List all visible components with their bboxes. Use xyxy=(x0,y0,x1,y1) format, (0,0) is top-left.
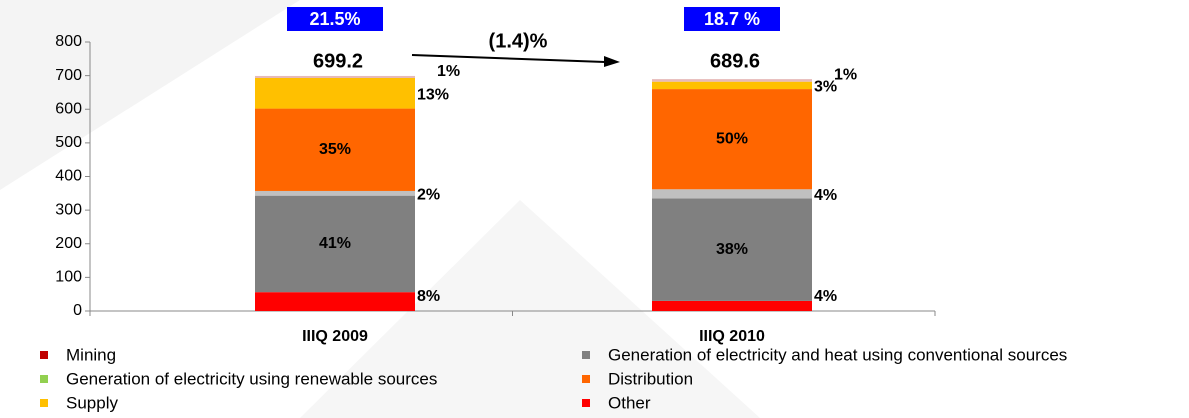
share-label: 35% xyxy=(319,141,351,158)
change-label: (1.4)% xyxy=(489,30,548,52)
legend-marker xyxy=(40,351,48,359)
y-tick-label: 600 xyxy=(55,100,82,117)
total-label: 699.2 xyxy=(313,50,363,72)
x-tick-label: IIIQ 2009 xyxy=(302,328,368,345)
total-label: 689.6 xyxy=(710,50,760,72)
x-tick-label: IIIQ 2010 xyxy=(699,328,765,345)
bar-segment xyxy=(255,190,415,196)
share-label: 13% xyxy=(417,86,449,103)
legend-label: Mining xyxy=(66,345,116,364)
bar-segment xyxy=(652,81,812,90)
share-label: 4% xyxy=(814,288,837,305)
y-tick-label: 0 xyxy=(73,302,82,319)
share-label: 4% xyxy=(814,187,837,204)
share-label: 3% xyxy=(814,79,837,96)
legend-label: Distribution xyxy=(608,369,693,388)
legend-label: Supply xyxy=(66,393,118,412)
share-label: 41% xyxy=(319,235,351,252)
y-tick-label: 300 xyxy=(55,201,82,218)
margin-label: 18.7 % xyxy=(704,9,760,29)
legend-marker xyxy=(582,399,590,407)
share-label: 1% xyxy=(834,66,857,83)
margin-box xyxy=(684,7,780,31)
share-label: 50% xyxy=(716,130,748,147)
legend-label: Generation of electricity and heat using… xyxy=(608,345,1067,364)
legend-marker xyxy=(582,351,590,359)
legend-marker xyxy=(582,375,590,383)
y-tick-label: 400 xyxy=(55,168,82,185)
bar-segment xyxy=(255,108,415,191)
margin-box xyxy=(287,7,383,31)
legend-label: Generation of electricity using renewabl… xyxy=(66,369,437,388)
bar-segment xyxy=(255,195,415,293)
bar-segment xyxy=(255,75,415,78)
background-shape xyxy=(300,200,760,418)
bar-segment xyxy=(255,77,415,109)
y-tick-label: 100 xyxy=(55,269,82,286)
bar-segment xyxy=(652,189,812,199)
y-tick-label: 500 xyxy=(55,134,82,151)
share-label: 38% xyxy=(716,241,748,258)
bar-segment xyxy=(255,292,415,311)
legend-marker xyxy=(40,399,48,407)
bar-segment xyxy=(652,89,812,190)
bar-segment xyxy=(652,198,812,301)
margin-label: 21.5% xyxy=(309,9,360,29)
bar-segment xyxy=(652,300,812,311)
arrow-head xyxy=(604,56,620,67)
share-label: 2% xyxy=(417,187,440,204)
background-shape xyxy=(0,0,300,190)
y-tick-label: 200 xyxy=(55,235,82,252)
y-tick-label: 800 xyxy=(55,33,82,50)
legend-marker xyxy=(40,375,48,383)
change-arrow xyxy=(411,54,606,63)
share-label: 8% xyxy=(417,288,440,305)
legend-label: Other xyxy=(608,393,651,412)
share-label: 1% xyxy=(437,63,460,80)
y-tick-label: 700 xyxy=(55,67,82,84)
bar-segment xyxy=(652,79,812,82)
